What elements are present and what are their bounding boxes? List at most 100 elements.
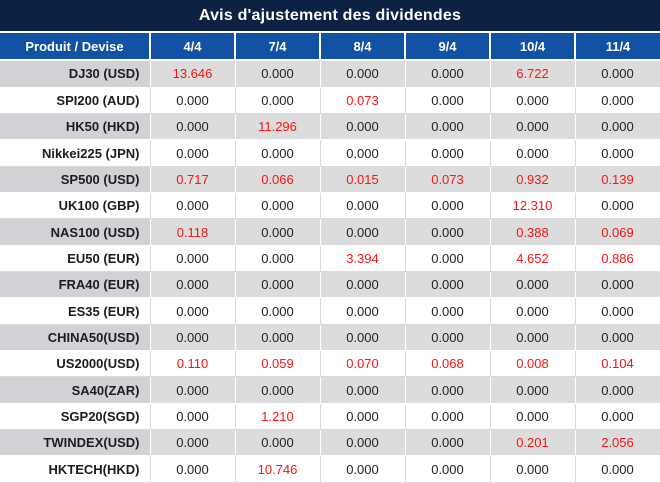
value-cell: 0.000 bbox=[490, 87, 576, 115]
value-cell: 0.000 bbox=[575, 455, 660, 483]
page-title: Avis d'ajustement des dividendes bbox=[0, 0, 660, 33]
value-cell: 0.000 bbox=[490, 376, 576, 404]
value-cell: 0.000 bbox=[320, 324, 406, 352]
value-cell: 0.000 bbox=[405, 60, 491, 88]
date-column-header: 4/4 bbox=[150, 33, 236, 61]
product-cell: NAS100 (USD) bbox=[0, 218, 151, 246]
value-cell: 0.000 bbox=[320, 139, 406, 167]
value-cell: 0.000 bbox=[150, 113, 236, 141]
value-cell: 0.000 bbox=[575, 87, 660, 115]
table-row: HK50 (HKD) 0.000 11.296 0.000 0.000 0.000 0.00… bbox=[0, 113, 660, 141]
value-cell: 0.069 bbox=[575, 218, 660, 246]
value-cell: 0.068 bbox=[405, 350, 491, 378]
value-cell: 0.000 bbox=[575, 297, 660, 325]
value-cell: 0.000 bbox=[150, 403, 236, 431]
value-cell: 0.000 bbox=[235, 429, 321, 457]
value-cell: 0.000 bbox=[405, 192, 491, 220]
value-cell: 0.000 bbox=[405, 455, 491, 483]
value-cell: 0.070 bbox=[320, 350, 406, 378]
value-cell: 0.000 bbox=[235, 324, 321, 352]
value-cell: 0.000 bbox=[405, 271, 491, 299]
value-cell: 0.000 bbox=[235, 245, 321, 273]
product-cell: FRA40 (EUR) bbox=[0, 271, 151, 299]
value-cell: 0.000 bbox=[405, 376, 491, 404]
value-cell: 0.000 bbox=[320, 271, 406, 299]
date-column-header: 10/4 bbox=[490, 33, 576, 61]
value-cell: 0.000 bbox=[150, 376, 236, 404]
value-cell: 13.646 bbox=[150, 60, 236, 88]
date-column-header: 11/4 bbox=[575, 33, 660, 61]
product-cell: SPI200 (AUD) bbox=[0, 87, 151, 115]
value-cell: 0.886 bbox=[575, 245, 660, 273]
value-cell: 1.210 bbox=[235, 403, 321, 431]
product-cell: ES35 (EUR) bbox=[0, 297, 151, 325]
value-cell: 0.000 bbox=[405, 429, 491, 457]
table-row: ES35 (EUR) 0.000 0.000 0.000 0.000 0.000 0.000 bbox=[0, 297, 660, 325]
value-cell: 0.000 bbox=[150, 139, 236, 167]
date-column-header: 7/4 bbox=[235, 33, 321, 61]
value-cell: 0.000 bbox=[235, 376, 321, 404]
value-cell: 0.000 bbox=[150, 429, 236, 457]
product-cell: CHINA50(USD) bbox=[0, 324, 151, 352]
value-cell: 0.932 bbox=[490, 166, 576, 194]
value-cell: 0.000 bbox=[150, 245, 236, 273]
product-cell: SA40(ZAR) bbox=[0, 376, 151, 404]
value-cell: 0.000 bbox=[235, 192, 321, 220]
value-cell: 11.296 bbox=[235, 113, 321, 141]
value-cell: 0.000 bbox=[575, 271, 660, 299]
value-cell: 0.139 bbox=[575, 166, 660, 194]
product-cell: EU50 (EUR) bbox=[0, 245, 151, 273]
product-cell: SGP20(SGD) bbox=[0, 403, 151, 431]
table-row: SP500 (USD) 0.717 0.066 0.015 0.073 0.932 0.13… bbox=[0, 166, 660, 194]
value-cell: 0.000 bbox=[405, 139, 491, 167]
value-cell: 0.000 bbox=[405, 218, 491, 246]
product-cell: HK50 (HKD) bbox=[0, 113, 151, 141]
value-cell: 0.000 bbox=[490, 455, 576, 483]
value-cell: 0.000 bbox=[405, 87, 491, 115]
value-cell: 0.000 bbox=[320, 60, 406, 88]
table-row: DJ30 (USD) 13.646 0.000 0.000 0.000 6.722 0.00… bbox=[0, 60, 660, 88]
value-cell: 0.000 bbox=[320, 376, 406, 404]
value-cell: 0.000 bbox=[320, 429, 406, 457]
value-cell: 0.059 bbox=[235, 350, 321, 378]
table-row: NAS100 (USD) 0.118 0.000 0.000 0.000 0.388 0.0… bbox=[0, 218, 660, 246]
table-row: SGP20(SGD) 0.000 1.210 0.000 0.000 0.000 0.000 bbox=[0, 403, 660, 431]
value-cell: 0.000 bbox=[405, 403, 491, 431]
value-cell: 0.110 bbox=[150, 350, 236, 378]
value-cell: 0.073 bbox=[320, 87, 406, 115]
value-cell: 0.000 bbox=[150, 297, 236, 325]
value-cell: 0.000 bbox=[235, 139, 321, 167]
product-cell: Nikkei225 (JPN) bbox=[0, 139, 151, 167]
table-row: Nikkei225 (JPN) 0.000 0.000 0.000 0.000 0.000… bbox=[0, 139, 660, 167]
value-cell: 6.722 bbox=[490, 60, 576, 88]
value-cell: 0.000 bbox=[150, 324, 236, 352]
product-devise-column-header: Produit / Devise bbox=[0, 33, 151, 61]
value-cell: 0.066 bbox=[235, 166, 321, 194]
value-cell: 0.000 bbox=[405, 113, 491, 141]
value-cell: 4.652 bbox=[490, 245, 576, 273]
value-cell: 0.000 bbox=[405, 324, 491, 352]
value-cell: 0.073 bbox=[405, 166, 491, 194]
value-cell: 0.008 bbox=[490, 350, 576, 378]
value-cell: 2.056 bbox=[575, 429, 660, 457]
product-cell: DJ30 (USD) bbox=[0, 60, 151, 88]
value-cell: 0.000 bbox=[490, 403, 576, 431]
value-cell: 0.000 bbox=[235, 297, 321, 325]
value-cell: 0.000 bbox=[575, 113, 660, 141]
value-cell: 0.000 bbox=[320, 403, 406, 431]
value-cell: 0.000 bbox=[575, 60, 660, 88]
product-cell: HKTECH(HKD) bbox=[0, 455, 151, 483]
table-row: SA40(ZAR) 0.000 0.000 0.000 0.000 0.000 0.000 bbox=[0, 376, 660, 404]
table-row: HKTECH(HKD) 0.000 10.746 0.000 0.000 0.000 0.0… bbox=[0, 455, 660, 483]
value-cell: 0.000 bbox=[235, 271, 321, 299]
product-cell: UK100 (GBP) bbox=[0, 192, 151, 220]
value-cell: 0.000 bbox=[490, 113, 576, 141]
value-cell: 0.000 bbox=[150, 455, 236, 483]
table-row: UK100 (GBP) 0.000 0.000 0.000 0.000 12.310 0.0… bbox=[0, 192, 660, 220]
product-cell: SP500 (USD) bbox=[0, 166, 151, 194]
table-header-row: Produit / Devise 4/4 7/4 8/4 9/4 10/4 11/4 bbox=[0, 33, 660, 61]
value-cell: 0.000 bbox=[490, 139, 576, 167]
value-cell: 0.000 bbox=[320, 113, 406, 141]
value-cell: 0.000 bbox=[575, 376, 660, 404]
